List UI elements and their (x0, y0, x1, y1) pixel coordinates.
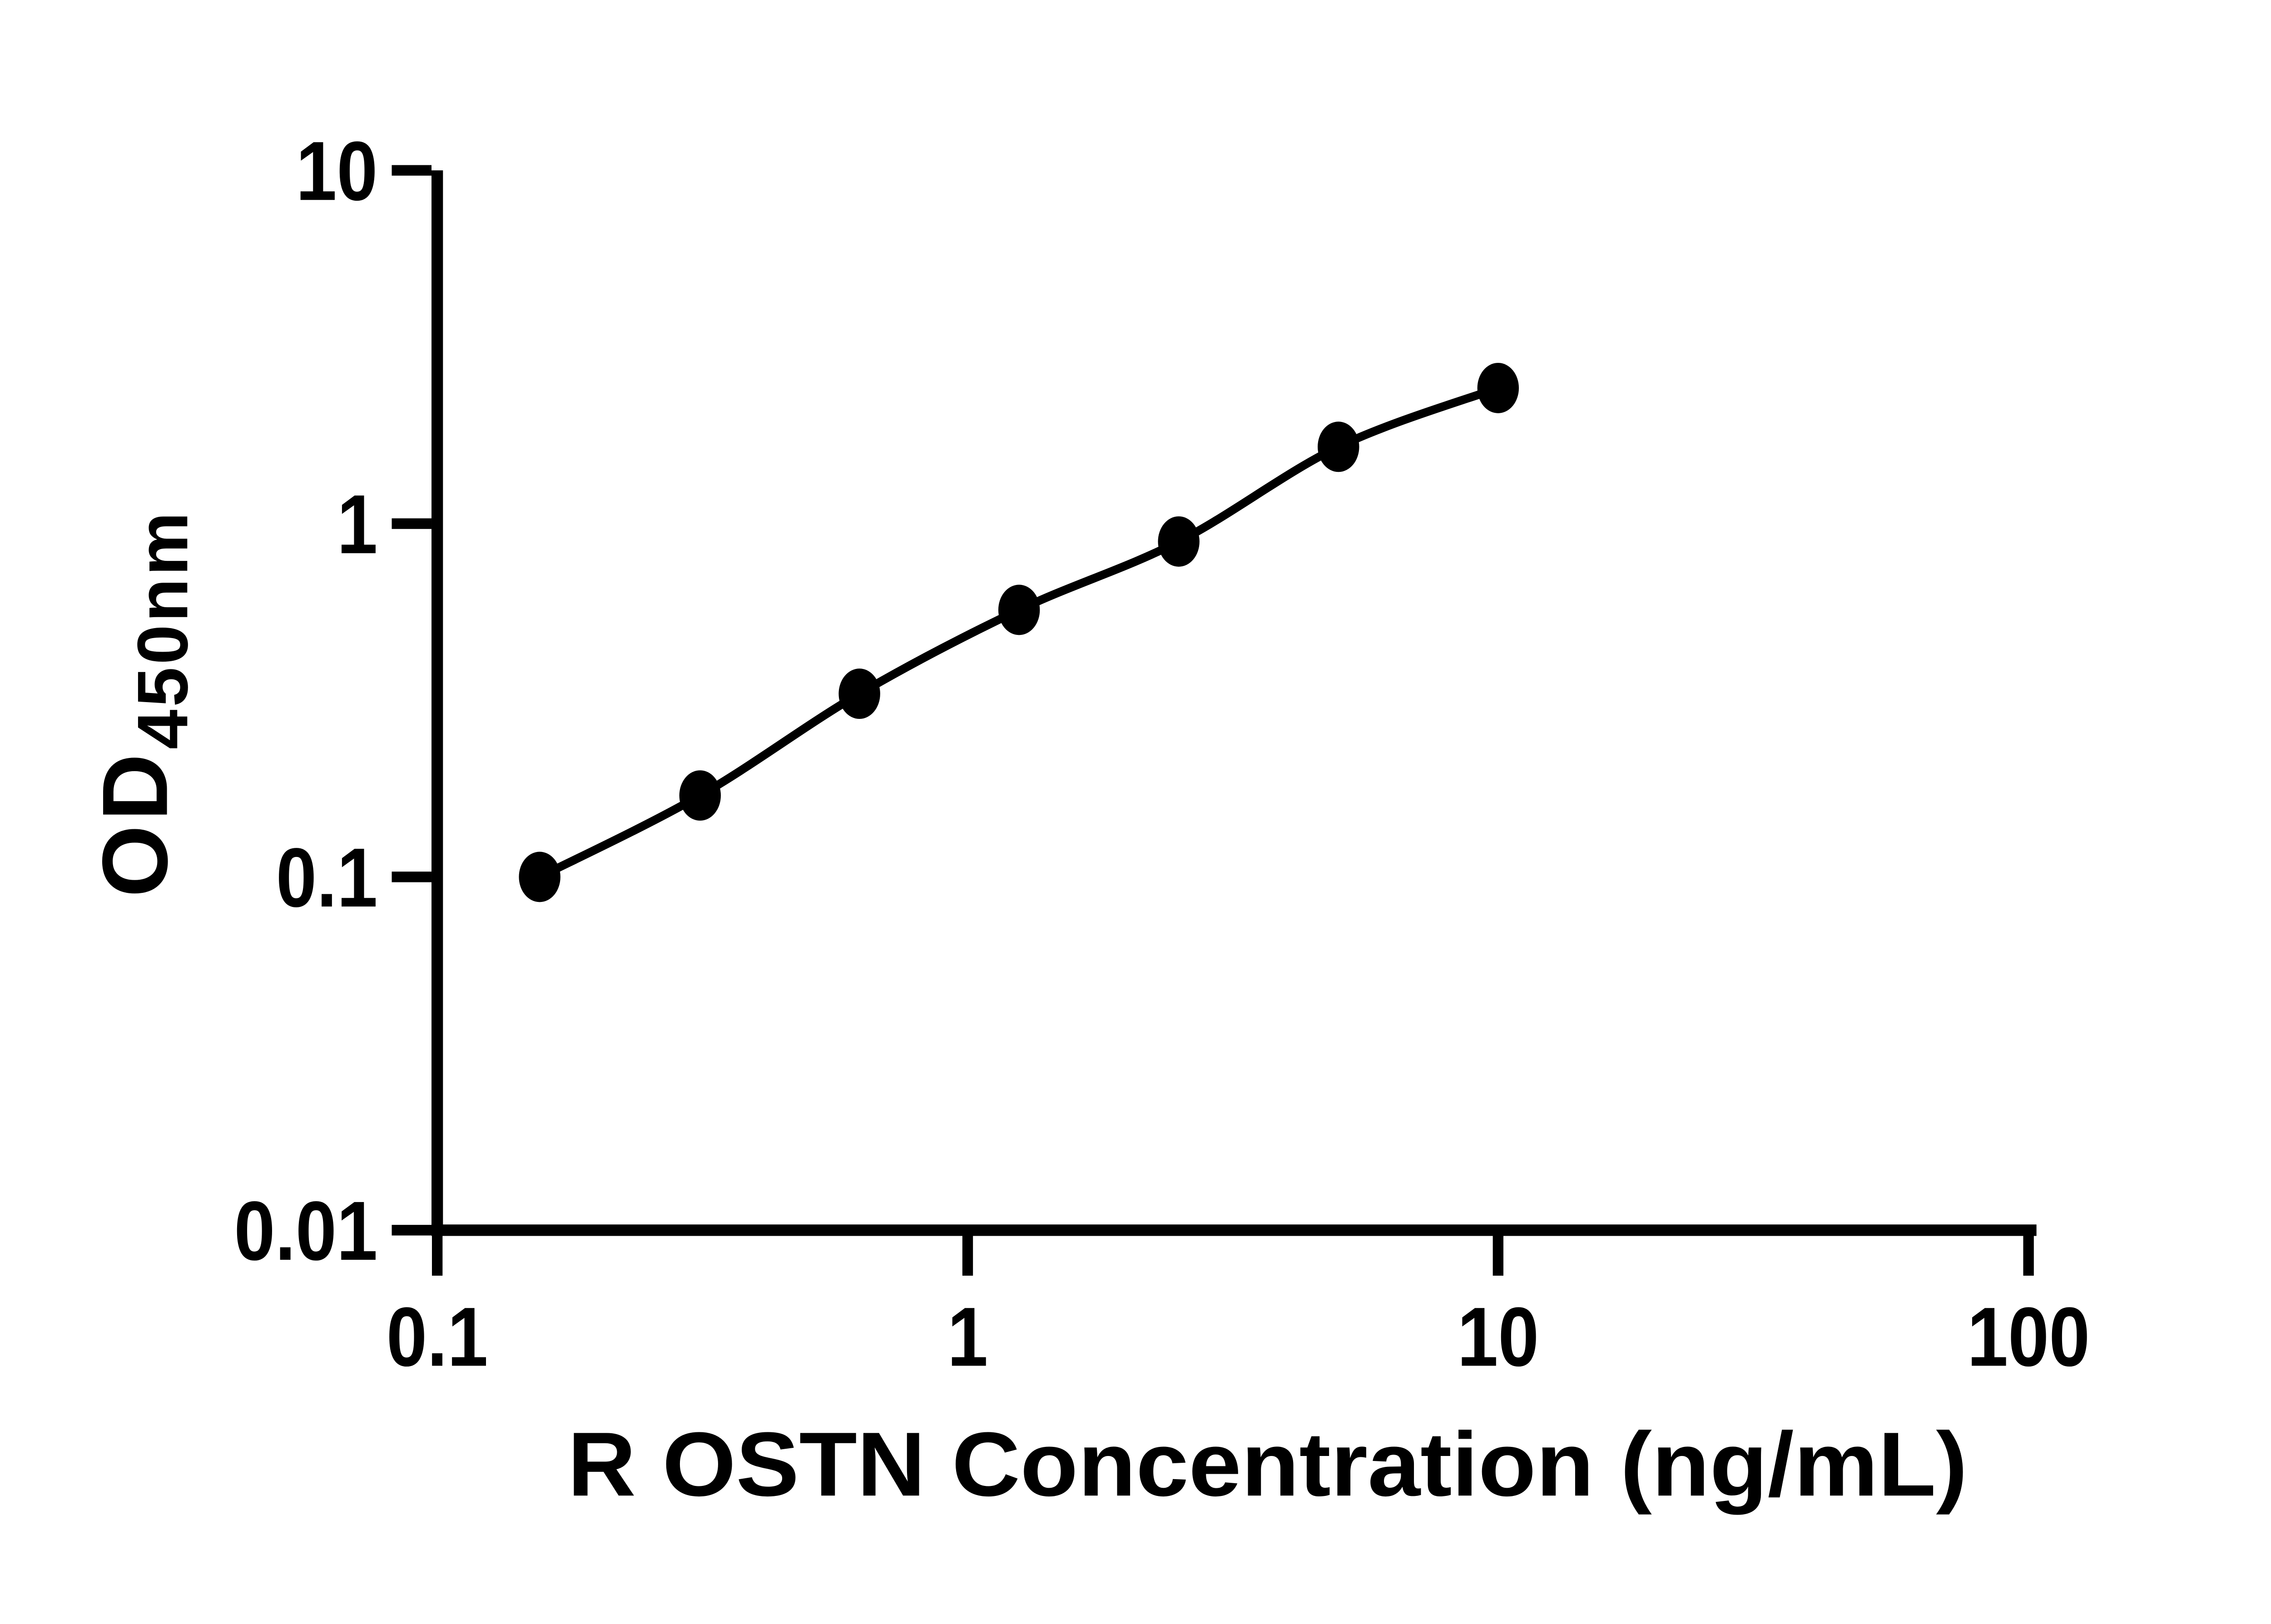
y-tick-label: 0.1 (276, 831, 378, 925)
y-tick-label: 1 (337, 478, 377, 571)
y-axis-title: OD450nm (84, 510, 203, 897)
data-point-marker (519, 852, 560, 902)
data-point-marker (838, 668, 880, 719)
y-tick-label: 10 (296, 124, 377, 218)
series-layer (519, 362, 1519, 902)
x-axis-title: R OSTN Concentration (ng/mL) (568, 1414, 1968, 1515)
y-axis-title-subscript: 450nm (123, 510, 203, 749)
x-tick-label: 10 (1457, 1290, 1539, 1384)
x-tick-label: 1 (947, 1290, 988, 1384)
data-point-marker (679, 770, 721, 821)
data-point-marker (998, 584, 1040, 635)
y-tick-label: 0.01 (234, 1184, 377, 1278)
data-point-marker (1158, 516, 1200, 567)
data-point-marker (1318, 421, 1359, 472)
y-axis-title-main: OD (84, 749, 187, 897)
x-tick-label: 0.1 (387, 1290, 488, 1384)
data-point-marker (1477, 362, 1519, 413)
x-tick-label: 100 (1967, 1290, 2090, 1384)
